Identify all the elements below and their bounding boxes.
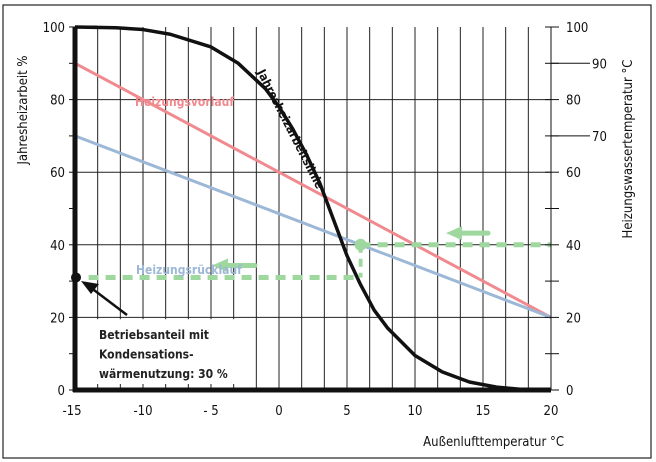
x-tick-label: - 5 (203, 404, 218, 419)
series-line-1 (74, 134, 552, 319)
series-line-0 (74, 61, 552, 319)
y-right-tick-label: 100 (566, 21, 588, 36)
y-right-tick-label: 40 (566, 239, 581, 254)
x-tick-label: 5 (343, 404, 350, 419)
intersection-point (354, 238, 367, 251)
arrow-left-icon-head (212, 258, 228, 273)
y-right-tick-label: 70 (592, 130, 607, 145)
x-tick-label: 20 (544, 404, 559, 419)
x-axis-label: Außenlufttemperatur °C (423, 435, 564, 450)
y-right-axis-label: Heizungswassertemperatur °C (621, 60, 636, 239)
y-right-tick-label: 90 (592, 57, 607, 72)
x-tick-label: -15 (62, 404, 81, 419)
pointer-arrow-icon (89, 286, 128, 316)
x-tick-label: 0 (275, 404, 282, 419)
annotation-line: Kondensations- (99, 348, 194, 362)
frame (2, 4, 652, 459)
y-tick-label: 60 (50, 166, 65, 181)
arrow-left-icon-head (446, 226, 462, 241)
x-tick-label: -10 (133, 404, 152, 419)
pointer-arrow-head (81, 281, 99, 294)
y-tick-label: 20 (50, 311, 65, 326)
annotation-line: wärmenutzung: 30 % (99, 367, 228, 381)
y-tick-label: 100 (43, 21, 65, 36)
y-tick-label: 80 (50, 94, 65, 109)
annotation-box (78, 319, 250, 384)
series-label-vorlauf: Heizungsvorlauf (135, 95, 234, 109)
y-right-tick-label: 20 (566, 311, 581, 326)
series-label-ruecklauf: Heizungsrücklauf (136, 263, 242, 277)
x-tick-label: 15 (476, 404, 491, 419)
y-right-tick-label: 80 (566, 94, 581, 109)
annotation-line: Betriebsanteil mit (99, 328, 209, 342)
y-axis-label: Jahresheizarbeit % (16, 55, 31, 165)
series-line-2 (74, 25, 552, 392)
x-tick-label: 10 (408, 404, 423, 419)
y-right-tick-label: 0 (566, 384, 573, 399)
y-right-tick-label: 60 (566, 166, 581, 181)
y-tick-label: 40 (50, 239, 65, 254)
y-tick-label: 0 (58, 384, 65, 399)
